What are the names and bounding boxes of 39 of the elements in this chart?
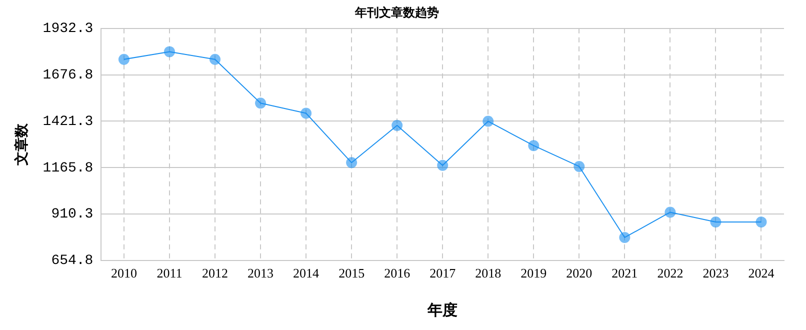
x-tick-label: 2024 <box>748 266 775 281</box>
point <box>300 108 312 119</box>
x-tick-label: 2017 <box>430 266 456 281</box>
point <box>392 120 403 131</box>
x-tick-label: 2016 <box>384 266 411 281</box>
x-tick-label: 2023 <box>702 266 729 281</box>
x-tick-label: 2018 <box>475 266 502 281</box>
x-tick-label: 2015 <box>338 266 365 281</box>
x-tick-label: 2013 <box>248 266 274 281</box>
point <box>619 232 630 243</box>
point <box>346 157 358 168</box>
point <box>255 98 266 109</box>
point <box>164 46 175 58</box>
point <box>482 116 494 127</box>
chart-title: 年刊文章数趋势 <box>354 5 439 20</box>
x-tick-label: 2011 <box>156 266 182 281</box>
x-tick-label: 2014 <box>293 266 320 281</box>
y-axis-title: 文章数 <box>13 122 30 166</box>
y-tick-label: 1676.8 <box>42 68 94 84</box>
x-tick-label: 2012 <box>202 266 228 281</box>
x-tick-label: 2020 <box>566 266 592 281</box>
y-tick-label: 654.8 <box>51 253 94 270</box>
point <box>118 54 130 65</box>
y-tick-label: 910.3 <box>51 206 94 223</box>
x-tick-label: 2022 <box>657 266 684 281</box>
point <box>574 160 585 172</box>
x-tick-label: 2010 <box>110 266 137 281</box>
point <box>528 140 540 152</box>
x-tick-label: 2021 <box>612 266 638 281</box>
y-tick-label: 1165.8 <box>42 160 94 176</box>
y-tick-label: 1932.3 <box>42 21 94 38</box>
x-axis-title: 年度 <box>426 300 458 319</box>
point <box>664 206 676 218</box>
y-tick-label: 1421.3 <box>42 114 94 130</box>
point <box>437 160 448 171</box>
point <box>756 216 767 228</box>
point <box>210 54 221 65</box>
point <box>710 216 722 228</box>
x-tick-label: 2019 <box>520 266 547 281</box>
